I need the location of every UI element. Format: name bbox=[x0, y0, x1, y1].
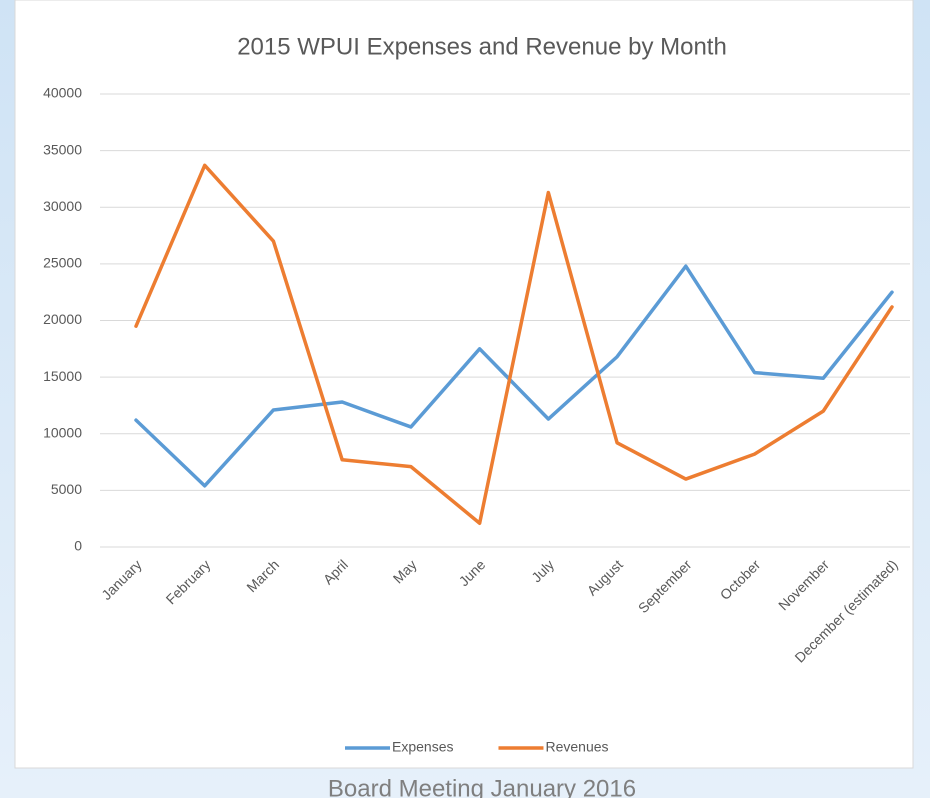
y-tick-label: 30000 bbox=[43, 198, 82, 214]
y-tick-label: 25000 bbox=[43, 255, 82, 271]
legend-label: Expenses bbox=[392, 739, 453, 755]
y-tick-label: 20000 bbox=[43, 311, 82, 327]
legend-label: Revenues bbox=[545, 739, 608, 755]
y-tick-label: 5000 bbox=[51, 481, 82, 497]
y-tick-label: 0 bbox=[74, 538, 82, 554]
y-tick-label: 15000 bbox=[43, 368, 82, 384]
series-line bbox=[134, 163, 894, 525]
y-tick-label: 10000 bbox=[43, 424, 82, 440]
chart-title: 2015 WPUI Expenses and Revenue by Month bbox=[237, 33, 727, 60]
y-tick-label: 40000 bbox=[43, 85, 82, 101]
series-line bbox=[134, 264, 894, 488]
footer: Board Meeting January 2016 bbox=[328, 775, 636, 798]
y-tick-label: 35000 bbox=[43, 141, 82, 157]
chart-area bbox=[14, 0, 914, 769]
